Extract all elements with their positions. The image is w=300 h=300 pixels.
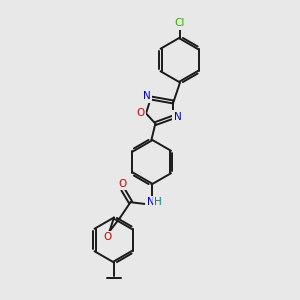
- Text: O: O: [119, 178, 127, 189]
- Text: H: H: [154, 197, 162, 207]
- Text: Cl: Cl: [175, 18, 185, 28]
- Text: O: O: [104, 232, 112, 242]
- Text: N: N: [147, 197, 154, 207]
- Text: N: N: [173, 112, 181, 122]
- Text: N: N: [143, 91, 151, 101]
- Text: O: O: [136, 108, 145, 118]
